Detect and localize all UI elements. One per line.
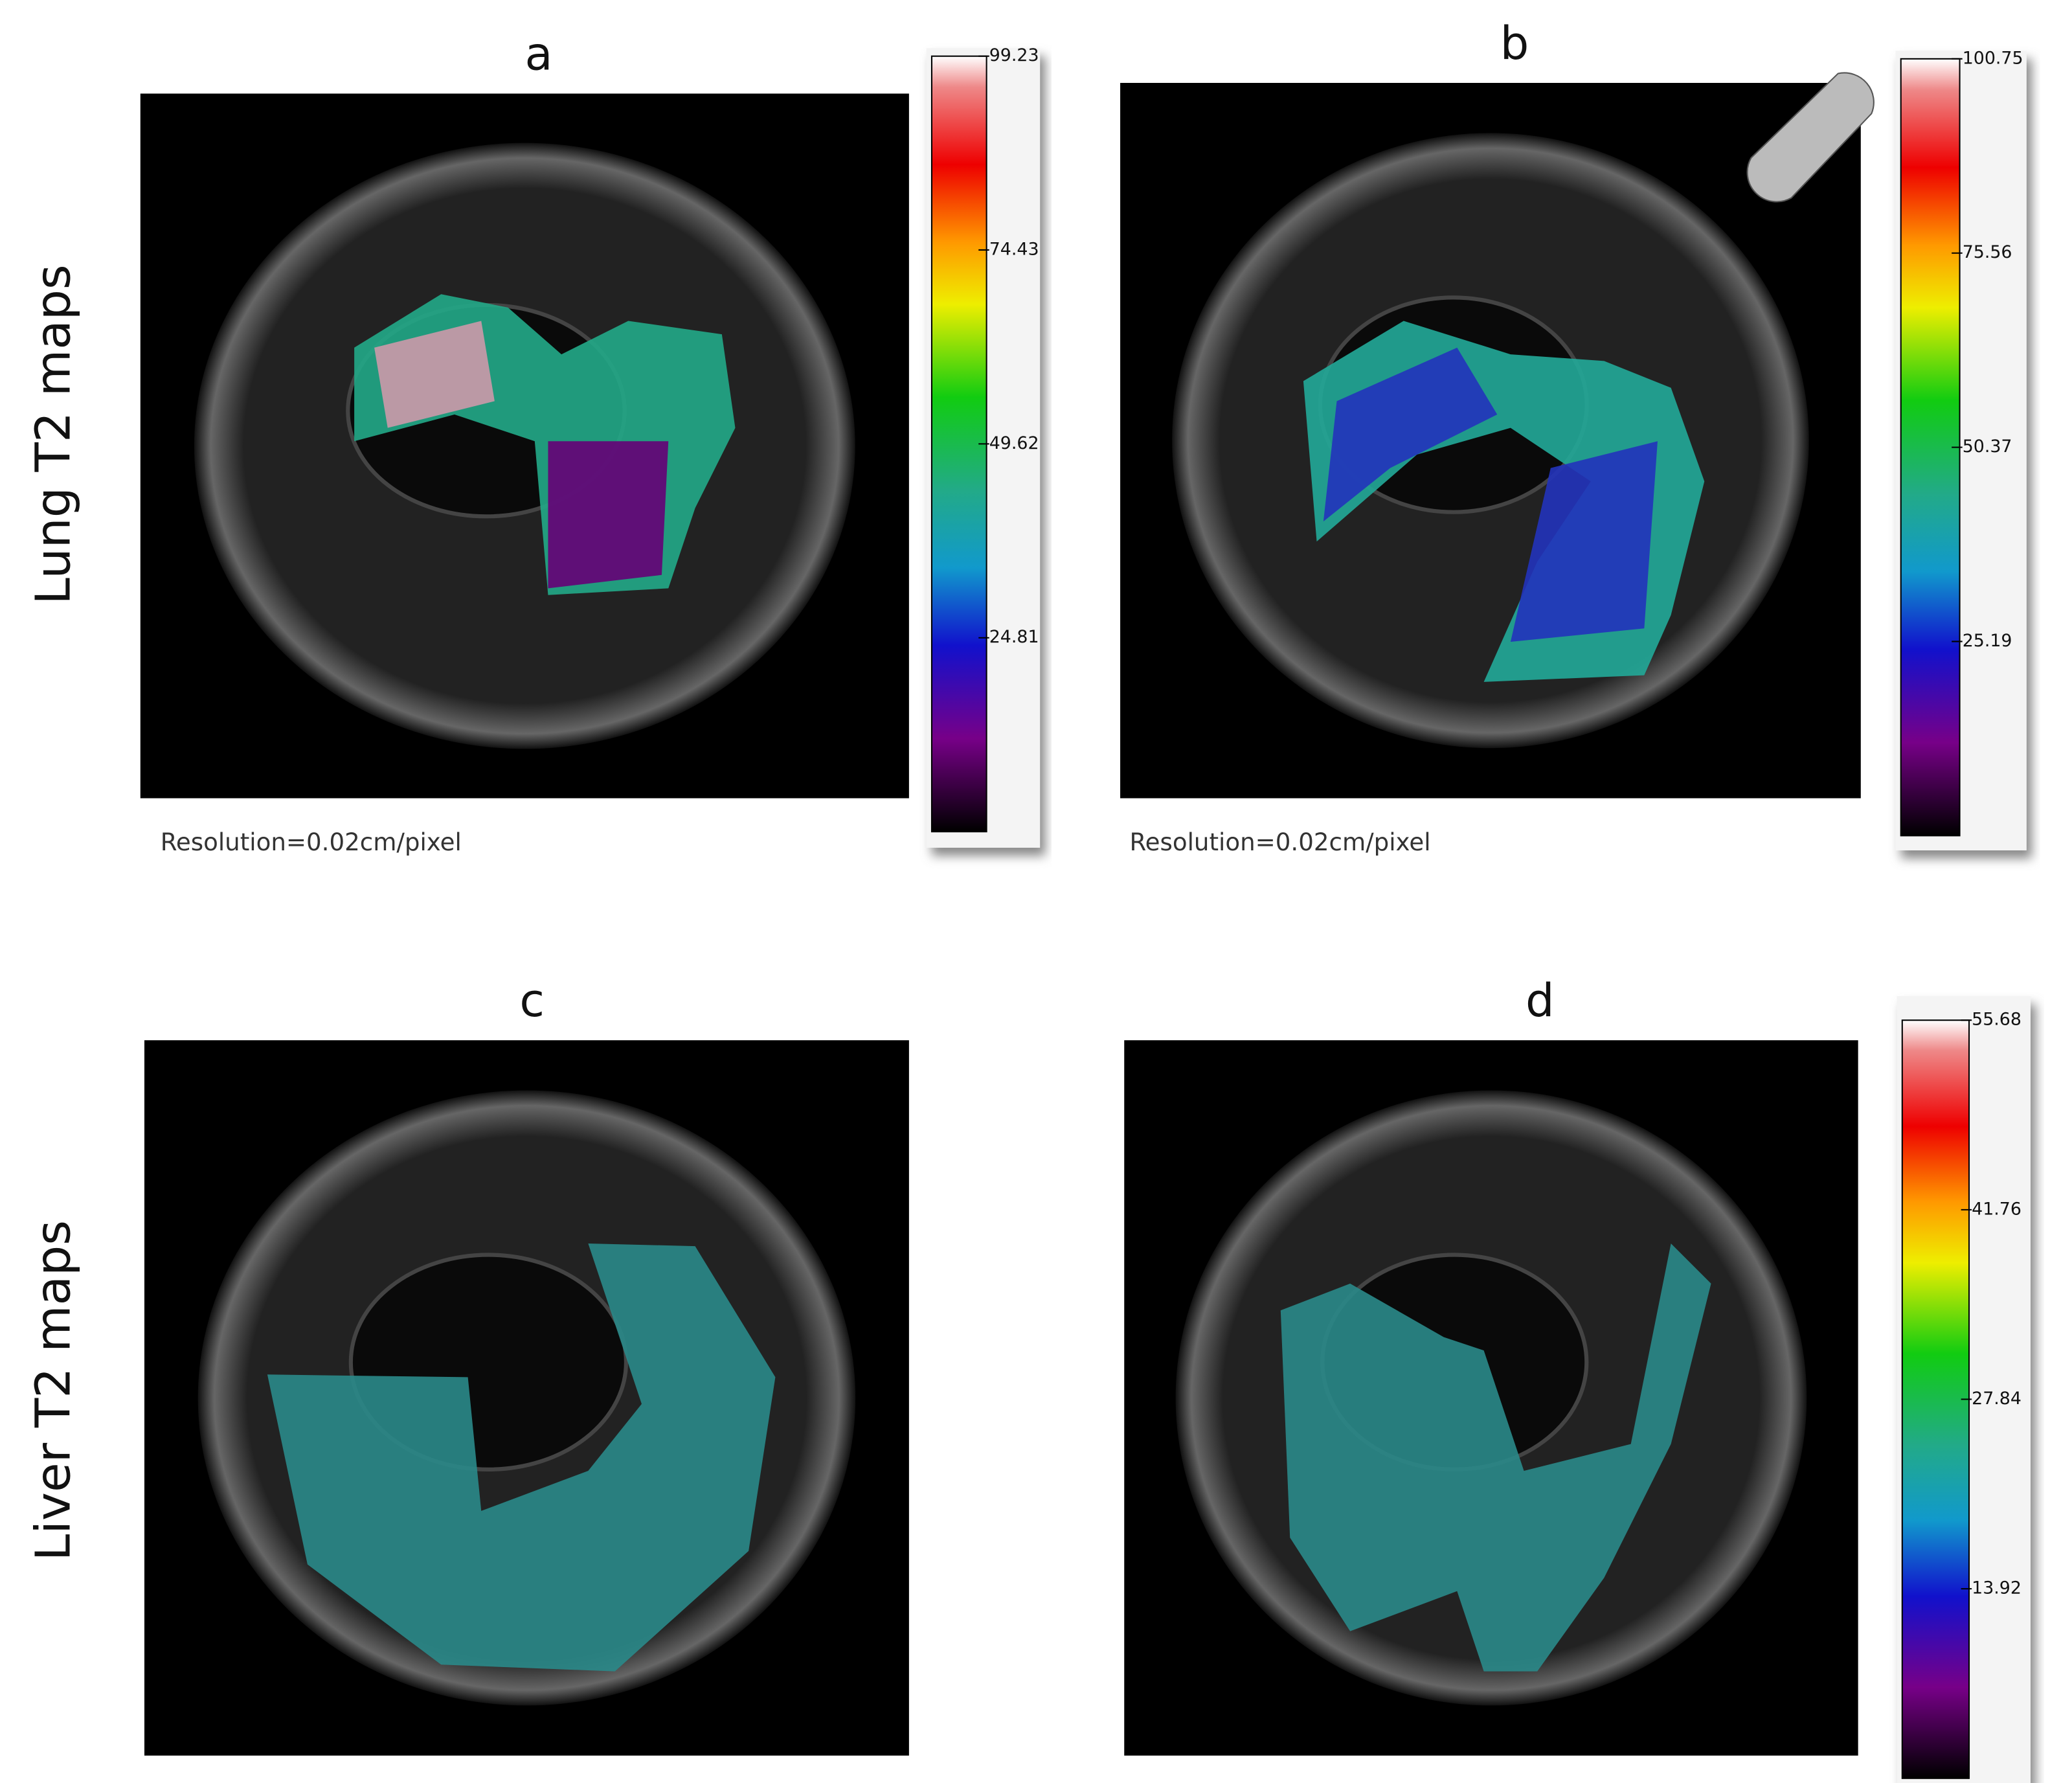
panel-label: d (1526, 974, 1555, 1027)
caption: Resolution=0.02cm/pixel (1130, 828, 1431, 856)
colorbar-tick-label: 25.19 (1963, 631, 2012, 651)
row-label: Lung T2 maps (25, 264, 81, 604)
panel-label: c (519, 974, 545, 1027)
t2-map-region (1323, 347, 1498, 522)
colorbar-tick-label: 55.68 (1972, 1010, 2021, 1030)
cylinder-icon (1746, 72, 1875, 203)
colorbar-tick-label: 74.43 (989, 239, 1039, 259)
panel-label: a (525, 27, 553, 80)
row-label: Liver T2 maps (25, 1220, 81, 1561)
t2-map-region (548, 441, 669, 589)
colorbar (930, 55, 987, 833)
colorbar (1900, 58, 1961, 837)
t2-map-region (1280, 1243, 1711, 1672)
colorbar-tick-label: 75.56 (1963, 242, 2012, 262)
t2-map-region (1510, 441, 1658, 642)
colorbar-tick-label: 24.81 (989, 627, 1039, 647)
colorbar-tick-label: 27.84 (1972, 1389, 2021, 1409)
panel-label: b (1500, 17, 1529, 70)
colorbar-tick-label: 41.76 (1972, 1199, 2021, 1219)
colorbar-tick-label: 100.75 (1963, 48, 2023, 68)
colorbar-tick-label: 13.92 (1972, 1578, 2021, 1598)
colorbar-tick-label: 99.23 (989, 45, 1039, 65)
t2-map-region (267, 1243, 776, 1672)
caption: Resolution=0.02cm/pixel (161, 828, 462, 856)
t2-map-region (374, 321, 495, 428)
colorbar-tick-label: 49.62 (989, 433, 1039, 453)
colorbar-tick-label: 50.37 (1963, 437, 2012, 457)
colorbar (1901, 1019, 1970, 1779)
